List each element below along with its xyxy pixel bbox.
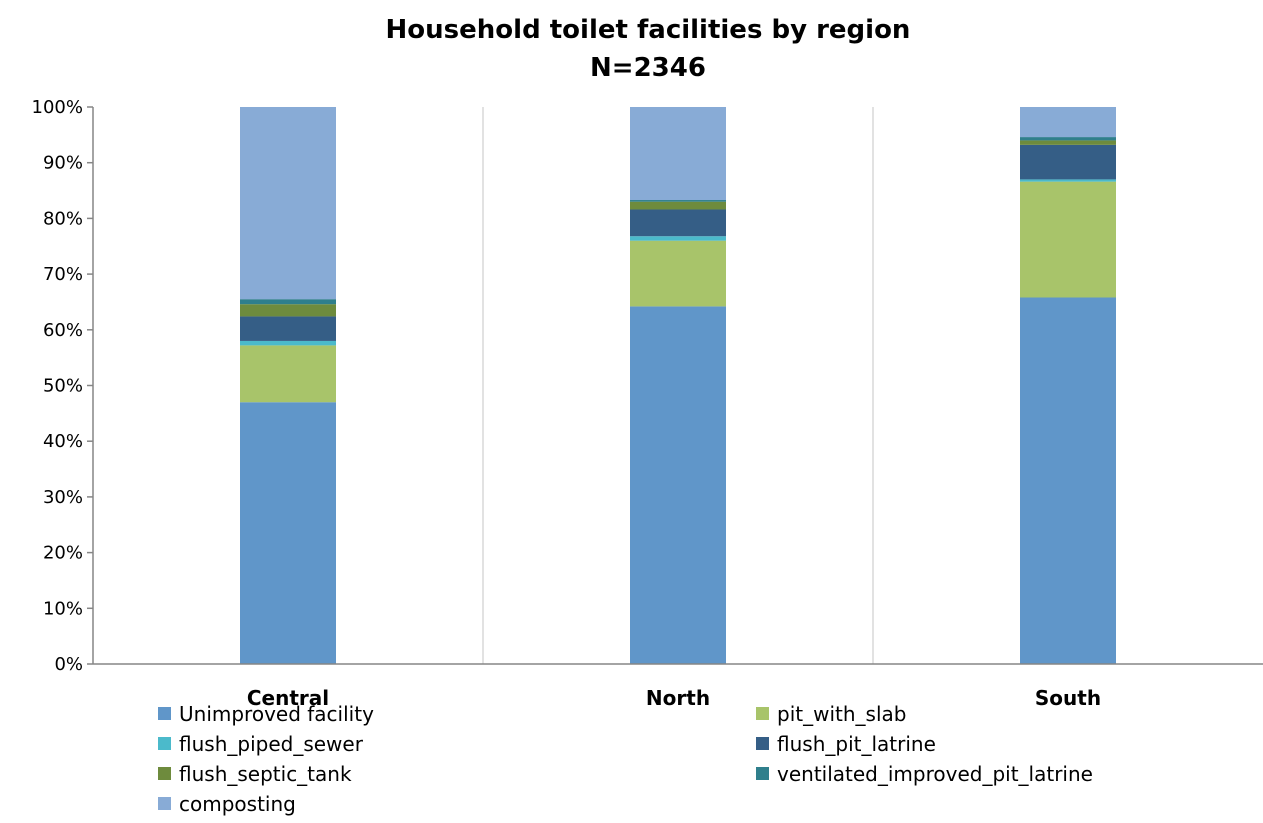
bar-segment-north-pit-with-slab (630, 240, 726, 307)
bar-segment-central-pit-with-slab (240, 345, 336, 403)
y-tick-label: 70% (43, 264, 83, 285)
legend-swatch (756, 767, 769, 780)
bar-segment-central-unimproved-facility (240, 402, 336, 664)
x-category-label: Central (247, 686, 329, 710)
legend-label: ventilated_improved_pit_latrine (777, 762, 1093, 786)
bar-segment-south-unimproved-facility (1020, 297, 1116, 664)
y-tick-label: 20% (43, 543, 83, 564)
chart-subtitle: N=2346 (590, 53, 706, 83)
bar-segment-central-flush-septic-tank (240, 304, 336, 317)
bar-segment-central-flush-pit-latrine (240, 316, 336, 341)
bar-segment-north-flush-septic-tank (630, 201, 726, 210)
bar-segment-central-ventilated-improved-pit-latrine (240, 299, 336, 305)
bar-segment-south-composting (1020, 107, 1116, 138)
bar-segment-north-ventilated-improved-pit-latrine (630, 200, 726, 202)
y-tick-label: 90% (43, 153, 83, 174)
bar-segment-north-composting (630, 107, 726, 201)
bar-segment-central-composting (240, 107, 336, 300)
bar-segment-south-ventilated-improved-pit-latrine (1020, 137, 1116, 141)
x-category-label: North (646, 686, 710, 710)
bar-segment-south-pit-with-slab (1020, 181, 1116, 298)
bar-segment-north-flush-piped-sewer (630, 236, 726, 241)
legend-label: pit_with_slab (777, 702, 906, 726)
y-tick-label: 30% (43, 487, 83, 508)
x-category-label: South (1035, 686, 1101, 710)
bar-segment-south-flush-septic-tank (1020, 140, 1116, 145)
legend-label: flush_piped_sewer (179, 732, 364, 756)
bar-segment-north-flush-pit-latrine (630, 209, 726, 237)
legend-label: composting (179, 792, 296, 816)
bar-segment-central-flush-piped-sewer (240, 340, 336, 346)
legend-label: flush_pit_latrine (777, 732, 936, 756)
bar-segment-south-flush-pit-latrine (1020, 144, 1116, 180)
y-tick-label: 60% (43, 320, 83, 341)
legend-swatch (158, 767, 171, 780)
legend-swatch (158, 797, 171, 810)
y-tick-label: 80% (43, 208, 83, 229)
y-tick-label: 100% (32, 97, 83, 118)
y-tick-label: 40% (43, 431, 83, 452)
bar-segment-south-flush-piped-sewer (1020, 179, 1116, 182)
legend-label: flush_septic_tank (179, 762, 352, 786)
y-tick-label: 10% (43, 598, 83, 619)
bar-segment-north-unimproved-facility (630, 306, 726, 664)
y-tick-label: 50% (43, 376, 83, 397)
legend-label: Unimproved facility (179, 702, 374, 726)
legend-swatch (756, 737, 769, 750)
legend-swatch (756, 707, 769, 720)
chart-title: Household toilet facilities by region (386, 15, 911, 45)
y-tick-label: 0% (54, 654, 83, 675)
legend-swatch (158, 707, 171, 720)
legend-swatch (158, 737, 171, 750)
